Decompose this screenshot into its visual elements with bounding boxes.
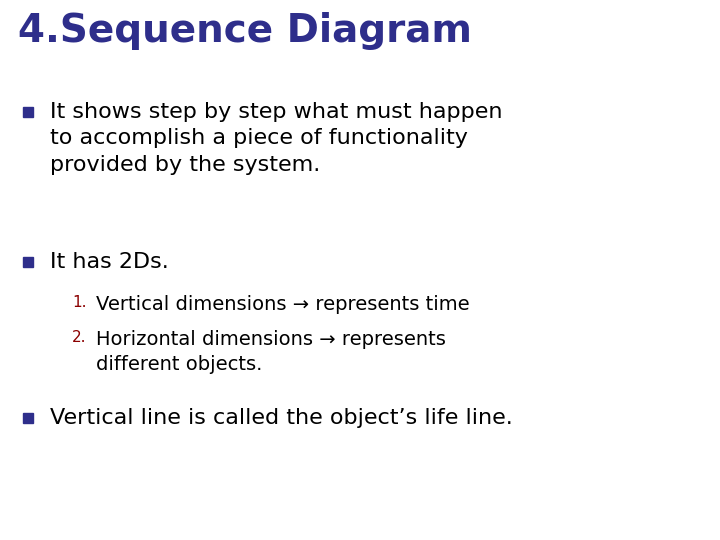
Text: It has 2Ds.: It has 2Ds. bbox=[50, 252, 168, 272]
Text: Vertical line is called the object’s life line.: Vertical line is called the object’s lif… bbox=[50, 408, 513, 428]
Text: 4.Sequence Diagram: 4.Sequence Diagram bbox=[18, 12, 472, 50]
Text: 1.: 1. bbox=[72, 295, 86, 310]
Text: 2.: 2. bbox=[72, 330, 86, 345]
Text: Horizontal dimensions → represents
different objects.: Horizontal dimensions → represents diffe… bbox=[96, 330, 446, 374]
Text: It shows step by step what must happen
to accomplish a piece of functionality
pr: It shows step by step what must happen t… bbox=[50, 102, 503, 175]
Text: Vertical dimensions → represents time: Vertical dimensions → represents time bbox=[96, 295, 469, 314]
